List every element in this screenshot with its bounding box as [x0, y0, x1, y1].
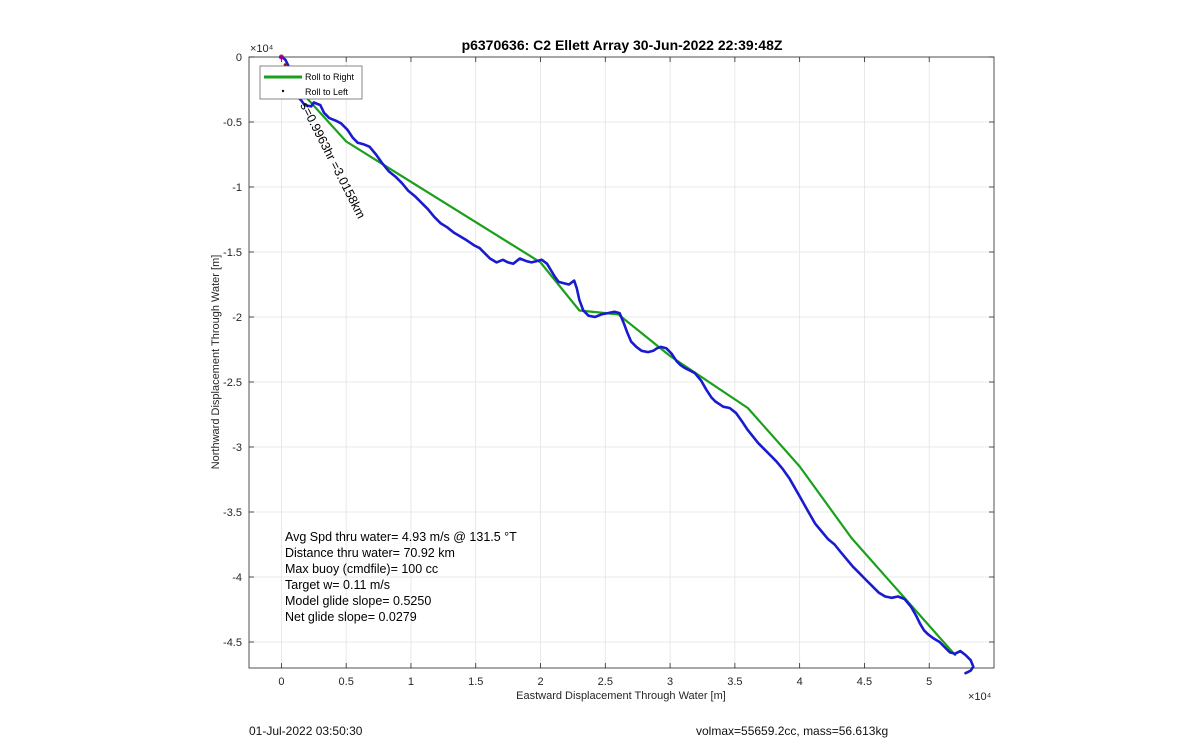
y-axis-ticks: 0 -0.5 -1 -1.5 -2 -2.5 -3 -3.5 -4 -4.5 [223, 52, 994, 649]
legend-marker-roll-left [281, 89, 285, 93]
y-tick-label: 0 [236, 52, 242, 64]
legend-label-roll-left: Roll to Left [305, 87, 349, 97]
y-tick-label: -3.5 [223, 507, 242, 519]
legend: Roll to Right Roll to Left [259, 65, 363, 100]
x-tick-label: 2 [537, 676, 543, 688]
x-tick-label: 3 [667, 676, 673, 688]
y-tick-label: -2.5 [223, 377, 242, 389]
x-tick-label: 0 [278, 676, 284, 688]
stat-avg-speed: Avg Spd thru water= 4.93 m/s @ 131.5 °T [285, 530, 517, 544]
x-tick-label: 3.5 [727, 676, 742, 688]
y-tick-label: -4 [232, 572, 242, 584]
footer-timestamp: 01-Jul-2022 03:50:30 [249, 724, 363, 738]
x-tick-label: 1.5 [468, 676, 483, 688]
y-exponent-label: ×10⁴ [250, 43, 274, 55]
plot-frame [248, 56, 995, 669]
x-axis-label: Eastward Displacement Through Water [m] [516, 690, 726, 702]
series-line-blue [280, 55, 975, 675]
footer-volmax-mass: volmax=55659.2cc, mass=56.613kg [696, 724, 889, 738]
stat-target-w: Target w= 0.11 m/s [285, 578, 390, 592]
y-tick-label: -3 [232, 442, 242, 454]
x-tick-label: 4 [797, 676, 803, 688]
y-axis-label: Northward Displacement Through Water [m] [210, 255, 222, 470]
y-tick-label: -2 [232, 312, 242, 324]
y-tick-label: -0.5 [223, 117, 242, 129]
y-tick-label: -4.5 [223, 637, 242, 649]
stats-block: Avg Spd thru water= 4.93 m/s @ 131.5 °T … [285, 530, 517, 624]
y-tick-label: -1 [232, 182, 242, 194]
stat-model-glide-slope: Model glide slope= 0.5250 [285, 594, 431, 608]
surfacing-marker [283, 63, 287, 67]
x-axis-ticks: 0 0.5 1 1.5 2 2.5 3 3.5 4 4.5 5 [278, 57, 932, 688]
stat-distance: Distance thru water= 70.92 km [285, 546, 455, 560]
stat-max-buoy: Max buoy (cmdfile)= 100 cc [285, 562, 438, 576]
x-tick-label: 2.5 [598, 676, 613, 688]
x-exponent-label: ×10⁴ [968, 691, 992, 703]
stat-net-glide-slope: Net glide slope= 0.0279 [285, 610, 417, 624]
x-tick-label: 0.5 [339, 676, 354, 688]
legend-label-roll-right: Roll to Right [305, 72, 355, 82]
x-tick-label: 4.5 [857, 676, 872, 688]
x-tick-label: 5 [926, 676, 932, 688]
chart-title: p6370636: C2 Ellett Array 30-Jun-2022 22… [462, 37, 783, 53]
legend-box [259, 65, 363, 100]
y-tick-label: -1.5 [223, 247, 242, 259]
plot-area [249, 57, 994, 668]
series-line-green [280, 68, 957, 657]
x-tick-label: 1 [408, 676, 414, 688]
